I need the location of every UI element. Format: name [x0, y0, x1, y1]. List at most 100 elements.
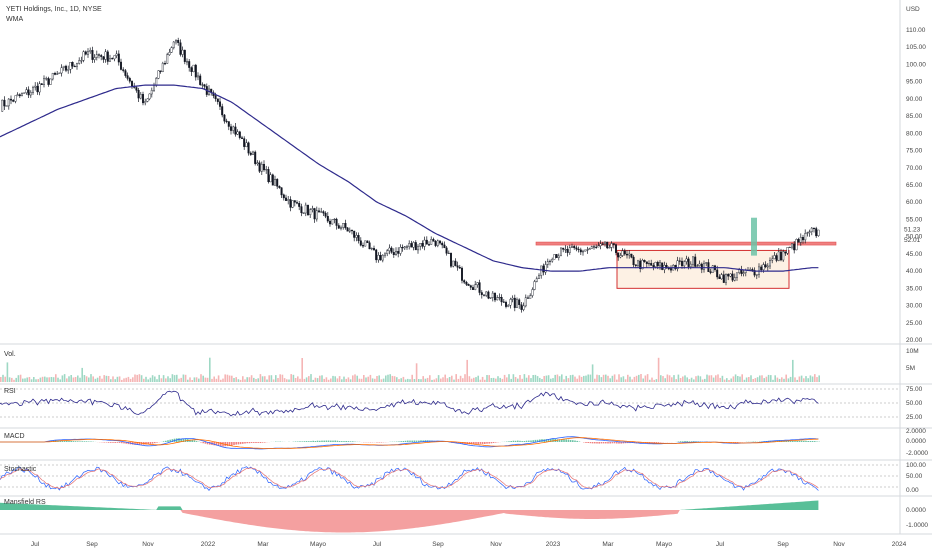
volume-bar	[618, 374, 620, 382]
volume-bar	[561, 374, 563, 382]
price-axis-tick: 50.00	[906, 234, 923, 241]
candle-body	[496, 297, 499, 301]
volume-bar	[380, 379, 383, 382]
volume-bar	[310, 374, 312, 382]
volume-bar	[79, 377, 81, 382]
volume-bar	[563, 379, 565, 382]
volume-bar	[778, 378, 781, 382]
macd-histogram-bar	[202, 442, 204, 444]
candle-body	[522, 305, 525, 310]
macd-histogram-bar	[510, 441, 512, 442]
macd-histogram-bar	[514, 440, 517, 442]
candle-body	[608, 247, 611, 249]
macd-histogram-bar	[294, 441, 297, 442]
volume-bar	[668, 375, 671, 382]
candle-body	[553, 254, 556, 260]
candle-body	[564, 249, 567, 251]
volume-bar	[422, 376, 424, 382]
candle-body	[410, 243, 413, 248]
candle-body	[637, 260, 640, 266]
macd-histogram-bar	[565, 439, 567, 442]
macd-histogram-bar	[488, 442, 490, 444]
candle-body	[654, 262, 657, 267]
volume-bar	[666, 374, 669, 382]
candle-body	[274, 178, 277, 186]
candle-body	[458, 267, 461, 269]
candle-body	[813, 227, 816, 230]
candle-body	[463, 280, 466, 283]
price-axis-tick: 75.00	[906, 148, 923, 155]
macd-histogram-bar	[402, 441, 405, 442]
currency-label[interactable]: USD	[906, 6, 920, 13]
macd-histogram-bar	[800, 440, 803, 442]
candle-body	[56, 73, 59, 75]
price-axis-tick: 60.00	[906, 199, 923, 206]
volume-bar	[767, 374, 770, 382]
volume-bar	[13, 379, 15, 382]
volume-bar	[149, 377, 152, 382]
volume-bar	[299, 378, 301, 382]
volume-bar	[239, 379, 242, 382]
candle-body	[285, 197, 288, 201]
volume-bar	[253, 377, 255, 382]
candle-body	[461, 267, 464, 281]
candle-body	[179, 42, 182, 55]
macd-histogram-bar	[154, 442, 156, 444]
volume-bar	[508, 374, 510, 382]
volume-axis: 10M 5M	[906, 348, 919, 372]
macd-histogram-bar	[605, 442, 607, 444]
volume-bar	[682, 376, 684, 382]
candle-body	[14, 95, 17, 102]
macd-histogram-bar	[226, 442, 229, 447]
candle-body	[692, 256, 695, 265]
candle-body	[130, 81, 133, 87]
candle-body	[12, 99, 15, 102]
volume-bar	[85, 376, 88, 382]
volume-bar	[715, 375, 717, 382]
volume-bar	[105, 375, 108, 382]
candle-body	[43, 78, 46, 85]
candle-body	[23, 92, 26, 94]
macd-histogram-bar	[314, 441, 317, 442]
macd-histogram-bar	[259, 442, 262, 443]
resistance-line[interactable]	[535, 241, 837, 246]
volume-bar	[123, 378, 125, 382]
price-axis-tick: 100.00	[906, 61, 926, 68]
candle-body	[289, 199, 292, 208]
macd-histogram-bar	[59, 440, 61, 442]
volume-bar	[52, 377, 55, 382]
volume-bar	[761, 375, 763, 382]
candle-body	[729, 273, 732, 277]
volume-bar	[37, 379, 39, 382]
volume-bar	[50, 377, 53, 382]
volume-bar	[512, 374, 515, 382]
volume-bar	[279, 374, 281, 382]
volume-bar	[371, 378, 374, 382]
volume-bar	[545, 375, 548, 382]
volume-bar	[4, 376, 6, 382]
volume-bar	[206, 377, 209, 382]
volume-bar	[250, 375, 253, 382]
candle-body	[597, 245, 600, 248]
volume-bar	[640, 374, 642, 382]
volume-bar	[699, 376, 702, 382]
candle-body	[238, 131, 241, 138]
candle-body	[333, 218, 336, 221]
volume-bar	[246, 377, 248, 382]
price-axis[interactable]: 110.00 105.00 100.00 95.00 90.00 85.00 80.00 75…	[904, 27, 926, 344]
candle-body	[619, 255, 622, 258]
volume-bar	[316, 378, 319, 382]
candle-body	[183, 49, 186, 62]
candle-body	[298, 202, 301, 207]
time-axis-label: Sep	[86, 541, 98, 548]
candle-body	[454, 260, 457, 266]
time-axis[interactable]: Jul Sep Nov 2022 Mar Mayo Jul Sep Nov 2023 Mar Mayo…	[31, 541, 907, 548]
candle-body	[174, 40, 177, 43]
candle-body	[560, 247, 563, 257]
macd-histogram-bar	[151, 442, 154, 444]
macd-histogram-bar	[479, 442, 482, 444]
volume-bar	[554, 374, 556, 382]
volume-bar	[268, 375, 270, 382]
volume-bar	[393, 376, 396, 382]
